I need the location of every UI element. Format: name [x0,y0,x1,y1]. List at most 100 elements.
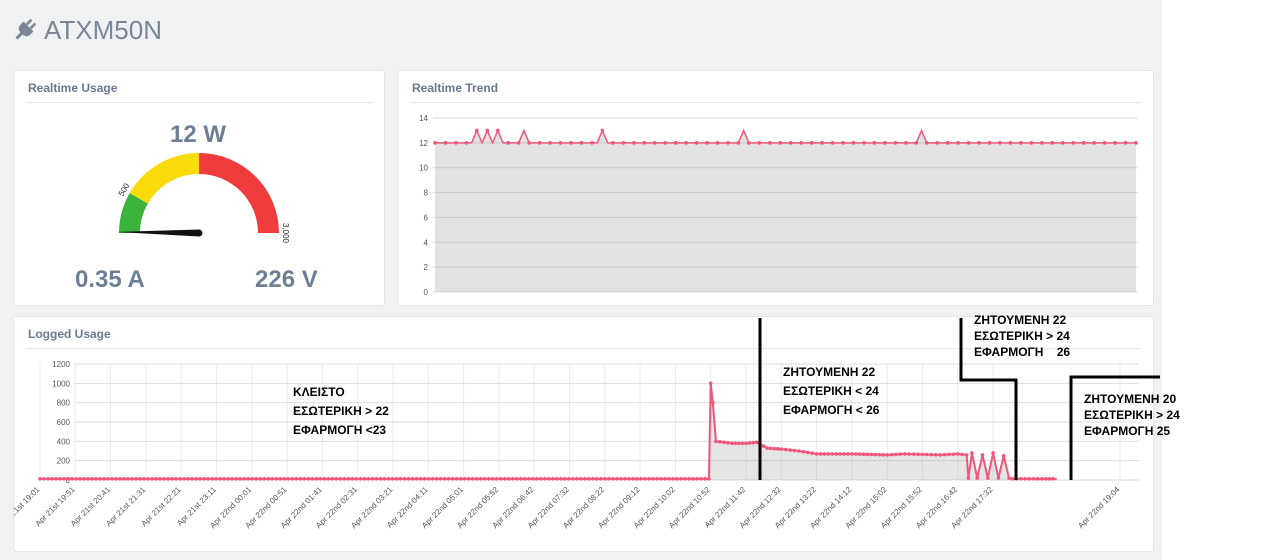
logged-point [490,477,495,481]
logged-point [869,452,874,457]
logged-point [146,477,150,481]
logged-point [1023,477,1027,481]
logged-point [414,477,419,481]
logged-point [1040,477,1044,481]
logged-point [290,477,295,481]
logged-point [810,451,814,455]
logged-point [779,447,784,451]
logged-point [643,477,647,481]
trend-point [904,141,908,145]
logged-point [765,446,769,450]
logged-point [142,477,146,481]
logged-point [498,477,503,481]
logged-point [270,477,275,481]
logged-point [578,477,583,481]
logged-point [466,477,471,481]
logged-point [966,476,971,480]
logged-point [286,477,291,481]
logged-point [78,477,82,481]
logged-point [747,441,752,445]
logged-point [1014,477,1019,481]
logged-point [134,477,138,481]
logged-point [744,441,748,446]
panel-title: Realtime Trend [412,81,499,95]
logged-point [865,452,870,457]
logged-point [426,477,431,481]
logged-point [1001,454,1006,458]
logged-point [218,477,223,481]
y-tick-label: 200 [57,457,71,466]
logged-point [873,452,878,457]
logged-point [933,452,938,457]
trend-point [945,141,950,145]
logged-point [761,444,766,448]
logged-point [362,477,367,481]
logged-point [615,477,619,481]
logged-point [230,477,235,481]
logged-point [266,477,271,481]
trend-point [1113,141,1117,145]
trend-point [1081,141,1086,145]
logged-point [238,477,243,481]
logged-area [40,383,1057,480]
trend-point [1134,141,1138,145]
panel-title: Realtime Usage [28,81,118,95]
logged-point [374,477,379,481]
logged-point [903,452,907,456]
logged-point [1044,477,1048,481]
trend-line [435,128,1136,145]
logged-point [726,440,730,445]
logged-point [126,477,130,481]
logged-point [627,477,631,481]
logged-point [854,452,858,456]
logged-point [130,477,134,481]
trend-point [694,141,699,145]
annotation-note: ΖΗΤΟΥΜΕΝΗ 22 ΕΣΩΤΕΡΙΚΗ < 24 ΕΦΑΡΜΟΓΗ < 2… [783,365,880,417]
logged-point [929,452,934,457]
logged-point [54,477,58,481]
logged-point [182,477,187,481]
logged-point [354,477,359,481]
logged-point [122,477,126,481]
power-readout: 12 W [170,121,227,148]
trend-point [495,128,500,133]
logged-point [258,477,263,481]
trend-point [841,141,845,145]
logged-point [102,477,106,481]
logged-point [1019,477,1023,481]
logged-point [358,477,363,481]
logged-point [94,477,98,481]
logged-point [202,477,207,481]
logged-point [430,477,435,481]
gauge-band [119,193,148,233]
trend-point [433,141,437,145]
trend-point [579,141,584,145]
logged-point [166,477,170,481]
trend-point [548,141,552,145]
logged-point [406,477,411,481]
logged-point [46,477,50,481]
logged-point [687,477,691,481]
logged-point [106,477,110,481]
logged-point [206,477,211,481]
y-tick-label: 10 [419,164,428,173]
trend-point [747,141,751,145]
page-title: ATXM50N [44,14,162,45]
logged-point [174,477,178,481]
logged-point [797,449,801,453]
logged-point [655,477,659,481]
logged-point [991,451,995,455]
trend-point [642,141,647,145]
logged-point [881,452,886,457]
logged-point [631,477,635,481]
logged-point [442,477,447,481]
realtime-trend-panel: Realtime Trend 0 2 4 6 8 10 12 14 [397,70,1154,306]
logged-point [861,452,866,457]
logged-point [510,477,515,481]
logged-point [550,477,555,481]
trend-point [862,141,866,145]
logged-point [190,477,195,481]
gauge-needle [116,229,200,237]
logged-point [346,477,351,481]
